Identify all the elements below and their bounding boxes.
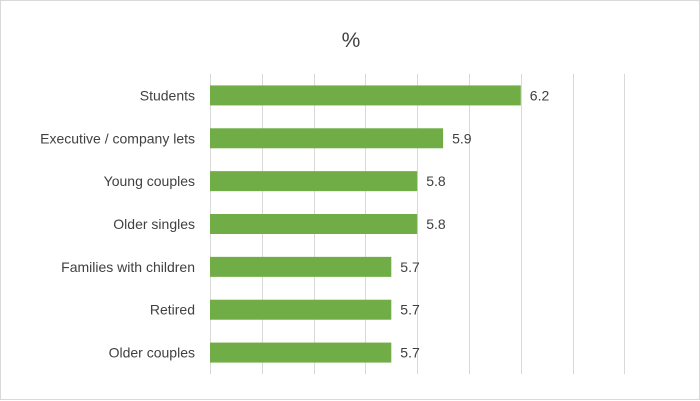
value-label: 5.7 <box>400 345 420 361</box>
value-label: 5.7 <box>400 302 420 318</box>
value-label: 5.9 <box>452 130 472 146</box>
category-labels: Students Executive / company lets Young co… <box>40 87 195 360</box>
bar <box>210 256 392 277</box>
value-label: 5.8 <box>426 216 446 232</box>
bar <box>210 299 392 320</box>
bar <box>210 342 392 363</box>
category-label: Families with children <box>61 259 195 275</box>
category-label: Students <box>140 87 195 103</box>
bar <box>210 128 444 149</box>
gridlines <box>210 74 625 374</box>
category-label: Young couples <box>104 173 195 189</box>
value-label: 5.7 <box>400 259 420 275</box>
bar <box>210 85 521 106</box>
value-labels: 6.2 5.9 5.8 5.8 5.7 5.7 5.7 <box>400 87 549 360</box>
category-label: Older couples <box>109 345 195 361</box>
category-label: Executive / company lets <box>40 130 195 146</box>
chart-title: % <box>342 29 361 52</box>
bars-group <box>210 85 521 363</box>
bar <box>210 171 418 192</box>
category-label: Retired <box>150 302 195 318</box>
bar <box>210 214 418 234</box>
value-label: 6.2 <box>530 87 550 103</box>
category-label: Older singles <box>113 216 195 232</box>
value-label: 5.8 <box>426 173 446 189</box>
